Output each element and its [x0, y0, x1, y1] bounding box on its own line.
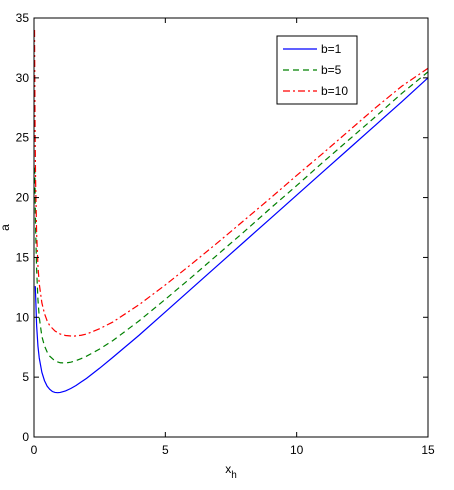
- x-tick-label: 0: [31, 443, 38, 457]
- x-tick-label: 5: [162, 443, 169, 457]
- y-tick-label: 20: [16, 191, 30, 205]
- series-line-b-10: [34, 29, 428, 337]
- y-axis-label: a: [0, 224, 12, 231]
- x-axis-label-main: x: [225, 462, 231, 476]
- y-tick-label: 15: [16, 250, 30, 264]
- y-tick-label: 10: [16, 310, 30, 324]
- y-tick-label: 5: [22, 370, 29, 384]
- axes: 0 5 10 15 0 5 10 15 20 25 30 35 xh a: [0, 11, 435, 481]
- y-tick-label: 35: [16, 11, 30, 25]
- y-tick-label: 30: [16, 71, 30, 85]
- y-tick-label: 25: [16, 131, 30, 145]
- x-axis-label-subscript: h: [231, 470, 237, 481]
- legend-label-b-5: b=5: [321, 63, 342, 77]
- plot-area: [34, 29, 428, 394]
- series-line-b-5: [34, 71, 428, 364]
- legend: b=1 b=5 b=10: [276, 35, 358, 105]
- x-tick-label: 15: [421, 443, 435, 457]
- legend-label-b-1: b=1: [321, 42, 342, 56]
- series-line-b-1: [34, 77, 428, 394]
- x-tick-label: 10: [290, 443, 304, 457]
- x-axis-label: xh: [225, 462, 237, 481]
- y-tick-label: 0: [22, 430, 29, 444]
- legend-label-b-10: b=10: [321, 84, 348, 98]
- axes-frame: [33, 17, 429, 438]
